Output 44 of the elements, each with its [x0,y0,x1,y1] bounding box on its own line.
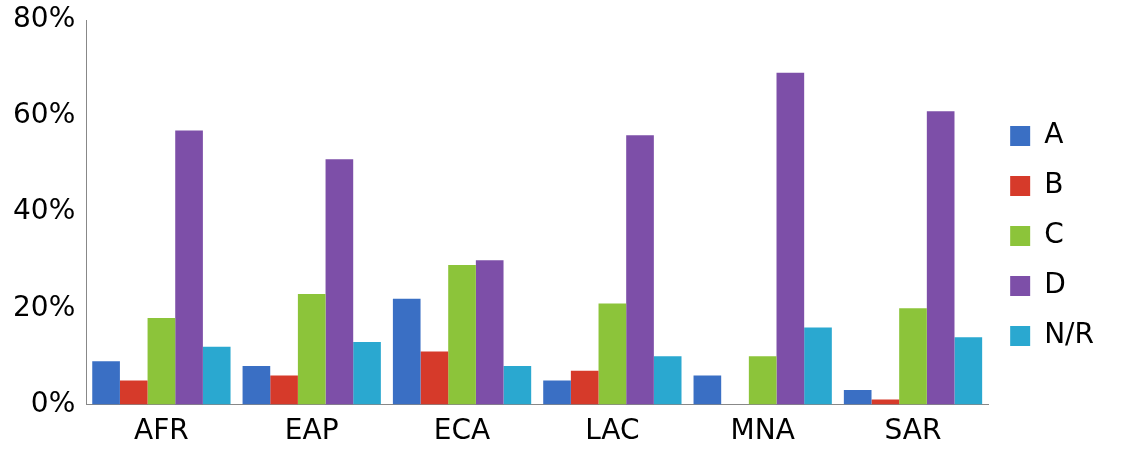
bar [843,389,872,405]
legend-label: A [1044,117,1064,151]
bar [448,265,476,405]
x-tick-label: ECA [433,413,491,447]
bar [353,341,381,405]
bar [626,135,654,405]
bar [954,337,983,405]
bar [92,361,120,405]
bar [297,293,326,405]
bar [119,380,148,405]
x-tick-label: EAP [284,413,339,447]
bar [420,351,449,405]
bar [202,346,231,405]
bar [175,130,203,405]
y-tick-label: 0% [30,385,76,419]
bar [570,370,599,405]
legend-label: D [1044,267,1066,301]
bar [503,365,532,405]
y-tick-label: 40% [13,193,76,227]
y-tick-label: 60% [13,97,76,131]
bar [147,317,176,405]
bar [653,356,682,405]
x-tick-label: MNA [730,413,795,447]
x-tick-label: LAC [585,413,640,447]
bar [776,72,805,405]
bar [693,375,722,405]
bar [392,298,421,405]
bar [543,380,571,405]
bar [926,111,955,405]
y-tick-label: 20% [13,289,76,323]
bar [598,303,627,405]
y-tick-label: 80% [13,1,76,35]
bar [475,260,504,405]
bar [270,375,298,405]
bar [899,308,927,405]
bar [242,365,271,405]
x-tick-label: AFR [134,413,189,447]
bar [748,356,777,405]
legend-label: N/R [1044,317,1095,351]
legend-label: C [1044,217,1064,251]
bar [804,327,832,405]
x-tick-label: SAR [884,413,942,447]
bar [325,159,354,405]
legend-label: B [1044,167,1064,201]
